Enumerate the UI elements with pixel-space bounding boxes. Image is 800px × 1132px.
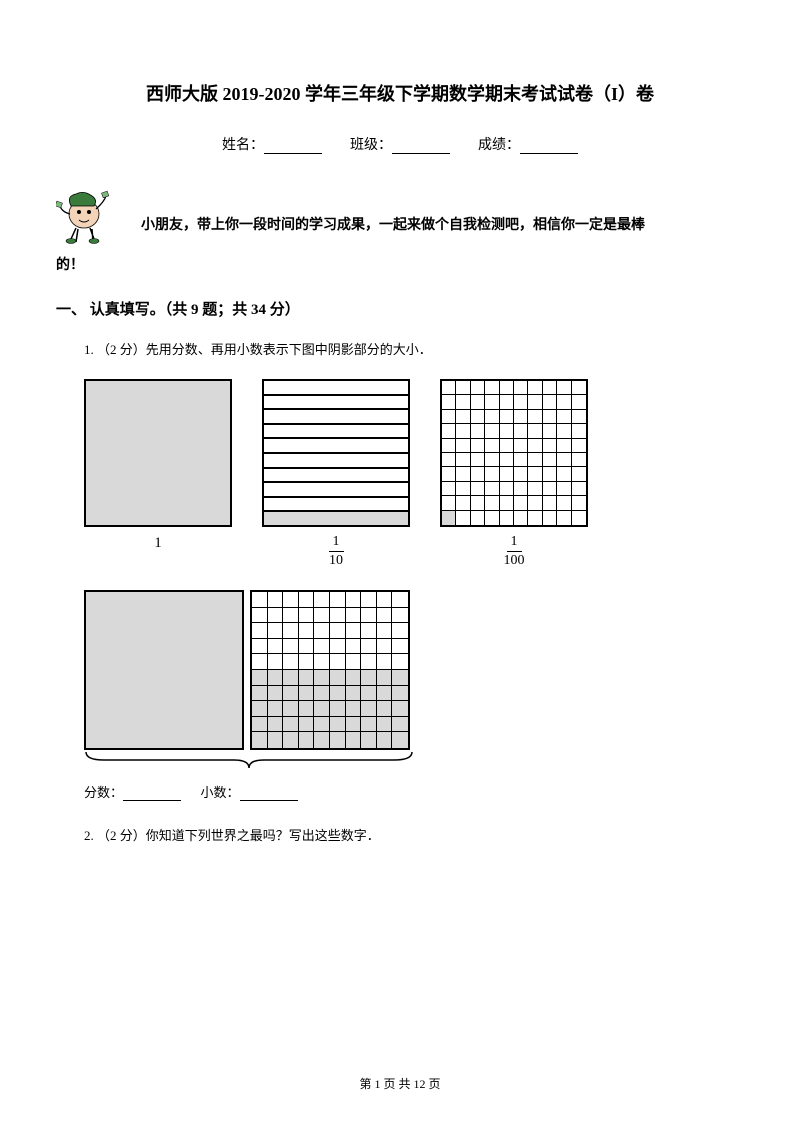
figure-combined-right	[250, 590, 410, 750]
mascot-icon	[56, 184, 111, 244]
intro-text-1: 小朋友，带上你一段时间的学习成果，一起来做个自我检测吧，相信你一定是最棒	[141, 211, 744, 244]
question-1-text: 1. （2 分）先用分数、再用小数表示下图中阴影部分的大小．	[84, 339, 744, 361]
figure-combined	[84, 590, 410, 750]
figure-hundredths	[440, 379, 588, 527]
figure-label-tenth: 110	[329, 535, 344, 568]
decimal-answer-label: 小数：	[201, 785, 240, 800]
figure-whole-square	[84, 379, 232, 527]
name-blank[interactable]	[264, 140, 322, 154]
figure-label-1: 1	[154, 535, 162, 552]
figure-label-hundredth: 1100	[504, 535, 525, 568]
document-title: 西师大版 2019-2020 学年三年级下学期数学期末考试试卷（I）卷	[56, 80, 744, 106]
figure-combined-left	[84, 590, 244, 750]
name-label: 姓名：	[222, 138, 264, 153]
fraction-answer-label: 分数：	[84, 785, 123, 800]
figure-row-1: 1 110 1100	[84, 379, 744, 568]
section-1-heading: 一、 认真填写。（共 9 题；共 34 分）	[56, 298, 744, 319]
decimal-answer-blank[interactable]	[240, 787, 298, 801]
intro-text-2: 的！	[56, 254, 744, 274]
class-blank[interactable]	[392, 140, 450, 154]
class-label: 班级：	[350, 138, 392, 153]
student-info-line: 姓名： 班级： 成绩：	[56, 134, 744, 154]
figure-tenths	[262, 379, 410, 527]
score-blank[interactable]	[520, 140, 578, 154]
page-footer: 第 1 页 共 12 页	[0, 1075, 800, 1092]
score-label: 成绩：	[478, 138, 520, 153]
question-2-text: 2. （2 分）你知道下列世界之最吗？写出这些数字．	[84, 825, 744, 847]
answer-line: 分数： 小数：	[84, 782, 744, 801]
fraction-answer-blank[interactable]	[123, 787, 181, 801]
brace-icon	[84, 750, 414, 770]
